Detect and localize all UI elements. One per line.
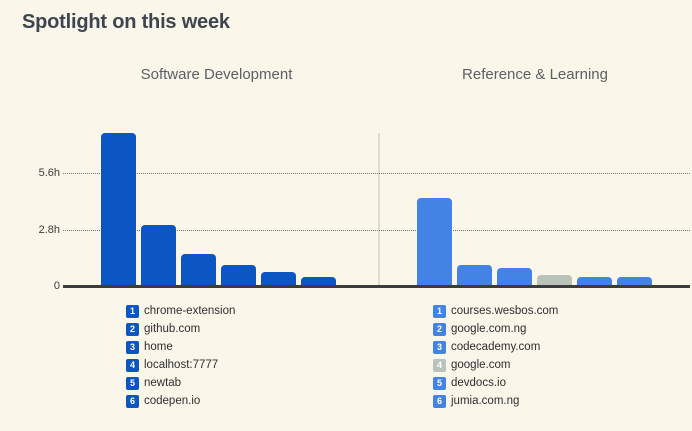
legend-item-home: 3 home [126, 338, 235, 356]
bar-chrome-extension [101, 133, 136, 286]
legend-rank-badge: 4 [126, 358, 139, 372]
bar-jumia.com.ng [617, 277, 652, 286]
legend-label: courses.wesbos.com [451, 305, 559, 317]
legend-label: chrome-extension [144, 305, 236, 317]
legend-rank-badge: 3 [126, 340, 139, 354]
bar-devdocs.io [577, 277, 612, 286]
legend-label: jumia.com.ng [451, 395, 520, 407]
legend-rank-badge: 3 [433, 340, 446, 354]
legend-item-codepen.io: 6 codepen.io [126, 392, 235, 410]
legend-item-google.com: 4 google.com [433, 356, 558, 374]
bar-google.com [537, 275, 572, 286]
legend-reference-learning: 1 courses.wesbos.com 2 google.com.ng 3 codeca… [433, 302, 558, 410]
legend-item-localhost:7777: 4 localhost:7777 [126, 356, 235, 374]
legend-label: github.com [144, 323, 201, 335]
legend-item-newtab: 5 newtab [126, 374, 235, 392]
bar-github.com [141, 225, 176, 286]
legend-rank-badge: 1 [433, 304, 446, 318]
legend-rank-badge: 2 [126, 322, 139, 336]
legend-item-codecademy.com: 3 codecademy.com [433, 338, 558, 356]
legend-rank-badge: 4 [433, 358, 446, 372]
bar-newtab [261, 272, 296, 286]
legend-rank-badge: 6 [433, 394, 446, 408]
gridline-2.8h [63, 230, 690, 231]
legend-label: codecademy.com [451, 341, 541, 353]
legend-item-google.com.ng: 2 google.com.ng [433, 320, 558, 338]
legend-item-jumia.com.ng: 6 jumia.com.ng [433, 392, 558, 410]
chart-divider [378, 133, 380, 285]
y-axis-tick-2.8h: 2.8h [38, 224, 60, 236]
legend-rank-badge: 5 [433, 376, 446, 390]
legend-item-chrome-extension: 1 chrome-extension [126, 302, 235, 320]
legend-rank-badge: 5 [126, 376, 139, 390]
gridline-5.6h [63, 173, 690, 174]
y-axis-tick-0: 0 [53, 280, 60, 292]
x-axis-baseline [63, 285, 690, 288]
legend-label: newtab [144, 377, 182, 389]
legend-label: home [144, 341, 173, 353]
legend-label: codepen.io [144, 395, 201, 407]
chart-title-reference-learning: Reference & Learning [462, 66, 608, 83]
legend-label: localhost:7777 [144, 359, 219, 371]
legend-label: google.com.ng [451, 323, 527, 335]
bar-google.com.ng [457, 265, 492, 286]
legend-label: google.com [451, 359, 511, 371]
y-axis-tick-5.6h: 5.6h [38, 167, 60, 179]
legend-item-github.com: 2 github.com [126, 320, 235, 338]
chart-title-software-development: Software Development [140, 66, 293, 83]
legend-rank-badge: 1 [126, 304, 139, 318]
page-title: Spotlight on this week [22, 11, 230, 33]
legend-rank-badge: 2 [433, 322, 446, 336]
bar-home [181, 254, 216, 286]
bar-codepen.io [301, 277, 336, 286]
legend-label: devdocs.io [451, 377, 506, 389]
bar-localhost:7777 [221, 265, 256, 286]
legend-item-courses.wesbos.com: 1 courses.wesbos.com [433, 302, 558, 320]
legend-rank-badge: 6 [126, 394, 139, 408]
bar-courses.wesbos.com [417, 198, 452, 286]
bar-codecademy.com [497, 268, 532, 286]
legend-software-development: 1 chrome-extension 2 github.com 3 home 4 localh… [126, 302, 235, 410]
legend-item-devdocs.io: 5 devdocs.io [433, 374, 558, 392]
